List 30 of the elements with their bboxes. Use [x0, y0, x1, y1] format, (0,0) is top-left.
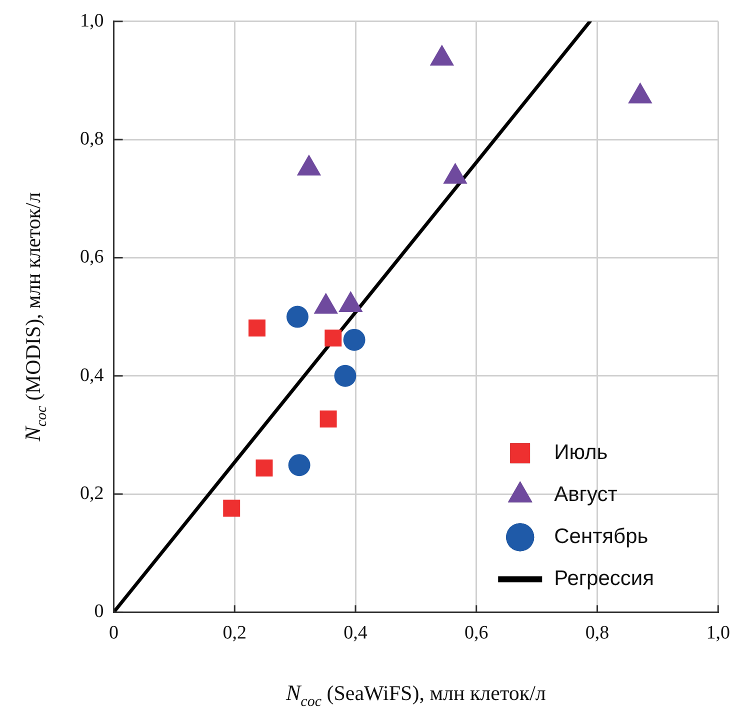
point — [430, 44, 454, 66]
legend-label: Сентябрь — [554, 524, 648, 548]
point — [286, 306, 308, 328]
x-tick-label: 0,8 — [585, 622, 610, 644]
y-tick-label: 1,0 — [80, 10, 104, 32]
point — [443, 162, 468, 184]
point — [628, 82, 652, 104]
point — [320, 410, 337, 428]
x-tick-label: 1,0 — [706, 622, 730, 644]
point — [334, 364, 356, 387]
x-tick-label: 0,6 — [464, 622, 488, 644]
x-tick-label: 0,4 — [344, 622, 368, 644]
point — [324, 330, 342, 347]
legend-label: Июль — [554, 440, 608, 464]
legend-label: Август — [554, 482, 618, 506]
point — [248, 320, 266, 337]
y-axis-title: Ncoc (MODIS), млн клеток/л — [20, 192, 50, 442]
y-tick-label: 0,4 — [80, 364, 104, 386]
y-tick-label: 0 — [94, 601, 104, 622]
point — [288, 454, 310, 476]
point — [296, 154, 322, 176]
x-tick-label: 0,2 — [222, 622, 246, 644]
legend-label: Регрессия — [554, 566, 654, 590]
point — [343, 328, 366, 351]
y-tick-label: 0,8 — [80, 128, 104, 150]
x-tick-label: 0 — [109, 622, 118, 644]
point — [223, 500, 240, 517]
point — [256, 460, 273, 477]
y-tick-label: 0,6 — [80, 246, 104, 268]
y-tick-label: 0,2 — [80, 483, 104, 504]
